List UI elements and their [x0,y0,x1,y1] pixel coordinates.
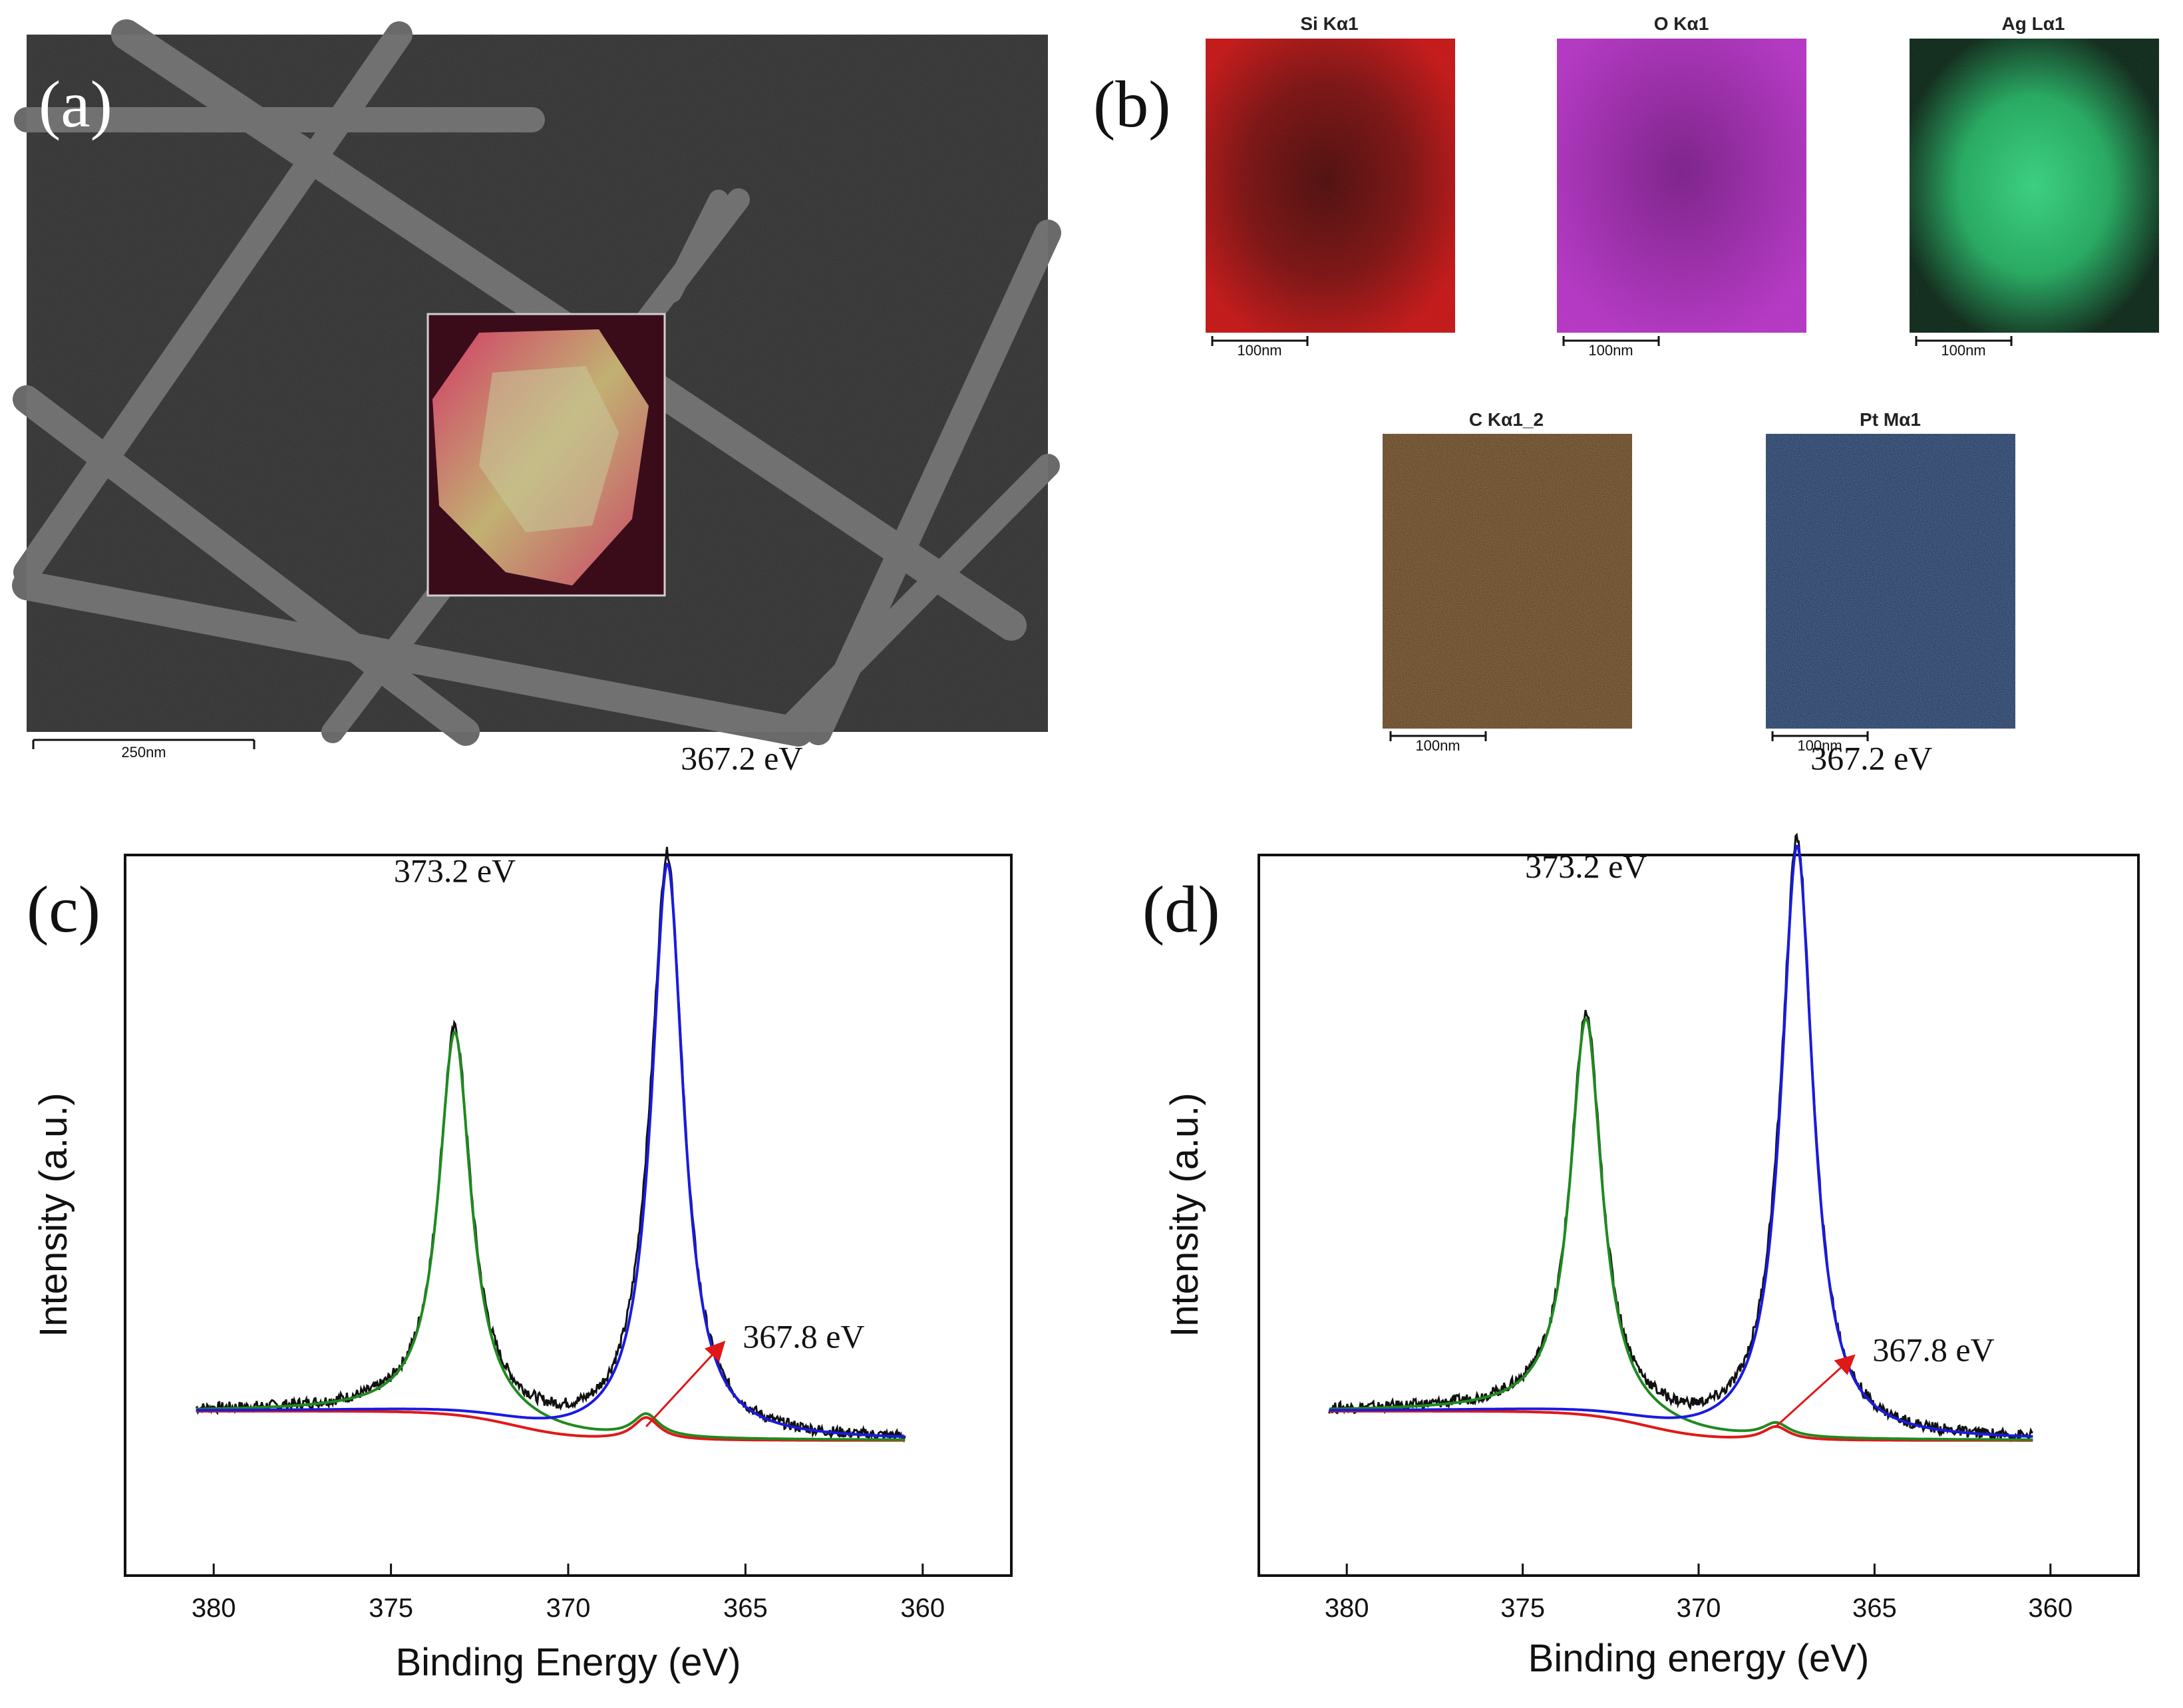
eds-map-si: Si Kα1 100nm [1206,13,1455,359]
peak-fit-373 [196,1031,906,1441]
peak-fit-367 [1329,844,2033,1438]
peak-fit-373 [1329,1017,2033,1441]
peak-annotation: 367.2 eV [681,739,802,776]
peak-annotation: 367.2 eV [1810,739,1932,776]
peak-annotation: 367.8 eV [743,1317,864,1355]
annotation-arrow [1775,1354,1856,1428]
peak-annotation: 367.8 eV [1872,1331,1994,1369]
eds-map-title: Pt Mα1 [1860,409,1921,430]
x-tick-label: 360 [900,1594,945,1623]
eds-map-title: Ag Lα1 [2002,13,2065,34]
eds-map-c: C Kα1_2 100nm [1383,409,1632,754]
annotations: 373.2 eV 367.2 eV 367.8 eV [394,739,865,1427]
curves [195,846,906,1443]
eds-map-o: O Kα1 100nm [1557,13,1806,359]
plot-frame [1258,854,2140,1577]
baseline-fit [1329,1409,2033,1442]
eds-map-ag: Ag Lα1 100nm [1910,13,2159,359]
curves [1328,832,2033,1443]
x-ticks: 380 375 370 365 360 [1325,1564,2073,1623]
panel-label: (c) [27,872,100,946]
eds-map-title: C Kα1_2 [1469,409,1544,430]
x-tick-label: 380 [1325,1594,1369,1623]
x-tick-label: 375 [1500,1594,1545,1623]
y-axis-label: Intensity (a.u.) [32,1093,75,1337]
eds-map-scale: 100nm [1237,342,1281,359]
peak-annotation: 373.2 eV [394,852,516,890]
eds-map-scale: 100nm [1797,737,1842,754]
peak-annotation: 373.2 eV [1525,848,1647,885]
xps-chart-c: (c) 380 375 370 365 360 373.2 eV 367.2 eV 367.… [27,739,1013,1684]
panel-b: (b) Si Kα1 100nm O Kα1 100nm Ag Lα1 [1093,13,2159,754]
x-axis-label: Binding Energy (eV) [395,1641,741,1684]
x-tick-label: 370 [1677,1594,1721,1623]
eds-overlay-inset [426,313,666,597]
panel-b-label: (b) [1093,67,1171,141]
annotations: 373.2 eV 367.2 eV 367.8 eV [1525,739,1995,1428]
eds-map-scale: 100nm [1415,737,1460,754]
xps-chart-d: (d) 380 375 370 365 360 373.2 eV 367.2 eV 367.… [1142,739,2140,1680]
x-ticks: 380 375 370 365 360 [192,1564,945,1623]
raw-spectrum [195,846,906,1443]
scale-bar-a-label: 250nm [121,744,166,761]
annotation-arrow [645,1340,726,1427]
scale-bar-a: 250nm [32,739,255,761]
x-tick-label: 365 [1852,1594,1897,1623]
x-tick-label: 380 [192,1594,236,1623]
eds-map-scale: 100nm [1941,342,1985,359]
peak-fit-367 [196,862,906,1439]
eds-map-pt: Pt Mα1 100nm [1766,409,2015,754]
eds-map-scale: 100nm [1588,342,1633,359]
x-tick-label: 365 [723,1594,768,1623]
eds-map-title: Si Kα1 [1300,13,1358,34]
panel-label: (d) [1142,872,1220,946]
x-tick-label: 375 [369,1594,413,1623]
eds-map-title: O Kα1 [1654,13,1709,34]
panel-a: (a) 250nm [12,19,1061,761]
y-axis-label: Intensity (a.u.) [1163,1093,1206,1337]
plot-frame [124,854,1013,1577]
panel-a-label: (a) [39,67,112,141]
x-tick-label: 370 [546,1594,591,1623]
x-axis-label: Binding energy (eV) [1528,1637,1870,1680]
x-tick-label: 360 [2028,1594,2073,1623]
